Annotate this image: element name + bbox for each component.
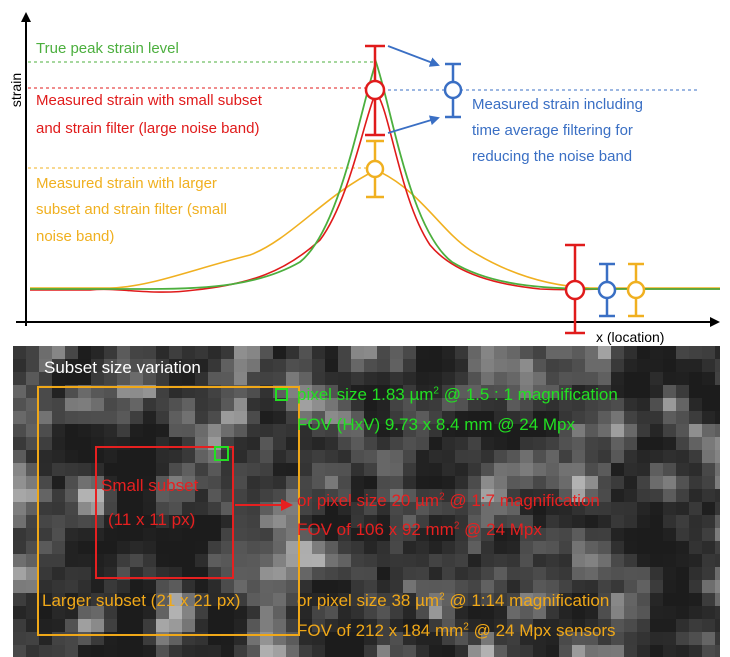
pixel-box-legend — [275, 388, 288, 401]
speckle-pattern — [13, 346, 720, 657]
x-axis-label: x (location) — [596, 329, 664, 345]
arrow-to-red-top — [387, 45, 440, 67]
red-line2-sup: 2 — [453, 520, 460, 532]
larger-subset-box — [37, 386, 300, 636]
orange-line1-post: @ 1:14 magnification — [444, 591, 610, 610]
y-axis-label: strain — [8, 73, 24, 107]
small-subset-box — [95, 446, 234, 579]
time-average-error-bar — [443, 62, 463, 119]
orange-info-line2: FOV of 212 x 184 mm2 @ 24 Mpx sensors — [297, 621, 616, 641]
orange-line2-sup: 2 — [463, 621, 469, 633]
small-subset-error-bar — [364, 44, 386, 137]
arrow-to-red-bottom — [387, 115, 440, 134]
larger-subset-annotation-line1: Measured strain with larger — [36, 175, 217, 192]
red-line2-text: FOV of 106 x 92 mm — [297, 520, 454, 539]
small-subset-annotation-line2: and strain filter (large noise band) — [36, 120, 260, 137]
strain-plot: strain x (location) — [8, 12, 720, 345]
baseline-blue-error-bar — [597, 262, 617, 318]
speckle-cells — [13, 346, 720, 657]
orange-line1-sup: 2 — [439, 591, 445, 603]
time-average-annotation-line1: Measured strain including — [472, 96, 643, 113]
red-line2-post: @ 24 Mpx — [459, 520, 542, 539]
orange-info-line1: or pixel size 38 µm2 @ 1:14 magnificatio… — [297, 591, 609, 611]
red-line1-post: @ 1:7 magnification — [444, 491, 600, 510]
baseline-red-error-bar — [564, 243, 586, 335]
pixel-box-small — [214, 446, 229, 461]
larger-subset-label: Larger subset (21 x 21 px) — [42, 591, 241, 610]
time-average-annotation-line3: reducing the noise band — [472, 148, 633, 165]
larger-subset-annotation-line2: subset and strain filter (small — [36, 201, 227, 218]
green-info-line2: FOV (HxV) 9.73 x 8.4 mm @ 24 Mpx — [297, 415, 575, 434]
green-line1-sup: 2 — [433, 385, 439, 397]
small-subset-annotation-line1: Measured strain with small subset — [36, 92, 262, 109]
green-info-line1: pixel size 1.83 µm2 @ 1.5 : 1 magnificat… — [297, 385, 618, 405]
green-line1-post: @ 1.5 : 1 magnification — [438, 385, 618, 404]
orange-line2-text: FOV of 212 x 184 mm — [297, 621, 464, 640]
green-line1-text: pixel size 1.83 µm — [297, 385, 434, 404]
orange-line1-text: or pixel size 38 µm — [297, 591, 440, 610]
small-subset-label-line2: (11 x 11 px) — [108, 510, 196, 529]
panel-title: Subset size variation — [44, 358, 201, 377]
red-info-line2: FOV of 106 x 92 mm2 @ 24 Mpx — [297, 520, 542, 540]
larger-subset-error-bar — [365, 139, 385, 199]
speckle-image-panel: Subset size variation Larger subset (21 … — [13, 346, 720, 657]
red-line1-text: or pixel size 20 µm — [297, 491, 440, 510]
true-peak-annotation: True peak strain level — [36, 40, 179, 57]
baseline-yellow-error-bar — [626, 262, 646, 318]
red-line1-sup: 2 — [439, 491, 445, 503]
small-subset-label-line1: Small subset — [101, 476, 199, 495]
orange-line2-post: @ 24 Mpx sensors — [468, 621, 616, 640]
small-subset-arrow — [235, 499, 293, 511]
larger-subset-annotation-line3: noise band) — [36, 228, 115, 245]
red-info-line1: or pixel size 20 µm2 @ 1:7 magnification — [297, 491, 600, 511]
time-average-annotation-line2: time average filtering for — [472, 122, 633, 139]
